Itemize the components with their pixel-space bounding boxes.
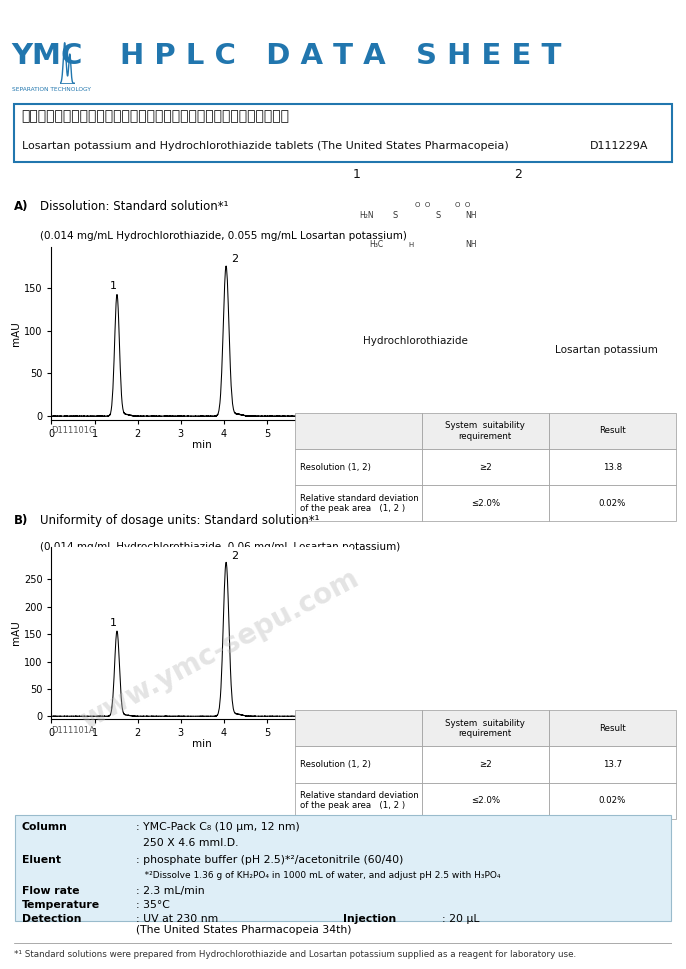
FancyBboxPatch shape — [14, 104, 672, 162]
Text: 250 X 4.6 mmI.D.: 250 X 4.6 mmI.D. — [136, 838, 238, 849]
Text: : UV at 230 nm: : UV at 230 nm — [136, 915, 217, 924]
Text: D111229A: D111229A — [590, 141, 648, 151]
Text: Column: Column — [22, 822, 67, 832]
Text: : 20 μL: : 20 μL — [442, 915, 480, 924]
Text: (0.014 mg/mL Hydrochlorothiazide, 0.06 mg/mL Losartan potassium): (0.014 mg/mL Hydrochlorothiazide, 0.06 m… — [40, 542, 401, 552]
Text: H P L C   D A T A   S H E E T: H P L C D A T A S H E E T — [120, 42, 561, 70]
Text: H₃C: H₃C — [369, 239, 383, 249]
Y-axis label: mAU: mAU — [11, 620, 21, 645]
X-axis label: min: min — [193, 440, 212, 450]
Text: Losartan potassium and Hydrochlorothiazide tablets (The United States Pharmacope: Losartan potassium and Hydrochlorothiazi… — [22, 141, 508, 151]
Text: Flow rate: Flow rate — [22, 886, 79, 896]
X-axis label: min: min — [193, 739, 212, 749]
Text: *¹ Standard solutions were prepared from Hydrochlorothiazide and Losartan potass: *¹ Standard solutions were prepared from… — [14, 950, 576, 959]
Text: S: S — [435, 211, 440, 220]
Text: D111101C: D111101C — [51, 426, 95, 435]
Text: A): A) — [14, 200, 28, 212]
Text: H: H — [409, 241, 414, 248]
FancyBboxPatch shape — [15, 815, 671, 922]
Text: B): B) — [14, 514, 28, 526]
Text: 2: 2 — [231, 255, 239, 265]
Text: 2: 2 — [514, 168, 522, 180]
Text: www.ymc-sepu.com: www.ymc-sepu.com — [75, 564, 364, 735]
Text: : 35°C: : 35°C — [136, 900, 169, 910]
Text: SEPARATION TECHNOLOGY: SEPARATION TECHNOLOGY — [12, 87, 91, 92]
Text: (The United States Pharmacopeia 34th): (The United States Pharmacopeia 34th) — [136, 924, 351, 935]
Text: S: S — [392, 211, 398, 220]
Text: D111101A: D111101A — [51, 726, 95, 735]
Text: YMC: YMC — [12, 42, 83, 70]
Text: 1: 1 — [110, 281, 117, 291]
Text: Losartan potassium: Losartan potassium — [555, 345, 658, 356]
Text: NH: NH — [465, 239, 476, 249]
Text: 1: 1 — [353, 168, 361, 180]
Text: Eluent: Eluent — [22, 855, 60, 864]
Text: : YMC-Pack C₈ (10 μm, 12 nm): : YMC-Pack C₈ (10 μm, 12 nm) — [136, 822, 299, 832]
Text: Injection: Injection — [343, 915, 397, 924]
Text: NH: NH — [465, 211, 476, 220]
Text: ロサルタンカリウム・ヒドロクロロチアジド錢（米国薬局方記載条件）: ロサルタンカリウム・ヒドロクロロチアジド錢（米国薬局方記載条件） — [22, 109, 289, 123]
Text: : 2.3 mL/min: : 2.3 mL/min — [136, 886, 204, 896]
Y-axis label: mAU: mAU — [11, 321, 21, 346]
Text: O  O: O O — [416, 202, 431, 207]
Text: Hydrochlorothiazide: Hydrochlorothiazide — [363, 335, 468, 346]
Text: 2: 2 — [231, 551, 239, 561]
Text: Detection: Detection — [22, 915, 81, 924]
Text: Temperature: Temperature — [22, 900, 99, 910]
Text: : phosphate buffer (pH 2.5)*²/acetonitrile (60/40): : phosphate buffer (pH 2.5)*²/acetonitri… — [136, 855, 403, 864]
Text: Uniformity of dosage units: Standard solution*¹: Uniformity of dosage units: Standard sol… — [40, 514, 320, 526]
Text: Dissolution: Standard solution*¹: Dissolution: Standard solution*¹ — [40, 200, 229, 212]
Text: H₂N: H₂N — [359, 211, 374, 220]
Text: 1: 1 — [110, 618, 117, 628]
Text: (0.014 mg/mL Hydrochlorothiazide, 0.055 mg/mL Losartan potassium): (0.014 mg/mL Hydrochlorothiazide, 0.055 … — [40, 231, 407, 241]
Text: O  O: O O — [455, 202, 470, 207]
Text: *²Dissolve 1.36 g of KH₂PO₄ in 1000 mL of water, and adjust pH 2.5 with H₃PO₄: *²Dissolve 1.36 g of KH₂PO₄ in 1000 mL o… — [136, 871, 500, 880]
